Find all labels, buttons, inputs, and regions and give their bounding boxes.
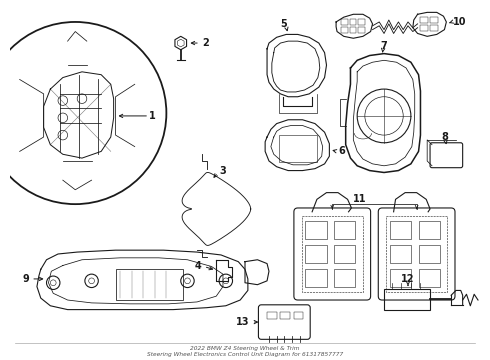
Bar: [334, 221, 355, 239]
Bar: [349, 27, 356, 32]
Text: 4: 4: [195, 261, 202, 271]
Bar: [430, 17, 438, 23]
Bar: [418, 246, 440, 263]
Text: 1: 1: [149, 111, 156, 121]
Bar: [334, 246, 355, 263]
Bar: [430, 25, 438, 31]
Text: 5: 5: [280, 19, 287, 29]
Bar: [358, 19, 365, 25]
Bar: [418, 269, 440, 287]
Bar: [390, 246, 411, 263]
Bar: [305, 246, 326, 263]
Bar: [341, 19, 347, 25]
Bar: [305, 221, 326, 239]
Bar: [267, 311, 277, 319]
Bar: [358, 27, 365, 32]
Bar: [301, 216, 363, 292]
Text: 9: 9: [23, 274, 29, 284]
Bar: [278, 135, 317, 162]
Text: 8: 8: [441, 132, 448, 142]
Bar: [390, 269, 411, 287]
Bar: [418, 221, 440, 239]
Text: 7: 7: [381, 41, 388, 51]
Bar: [305, 269, 326, 287]
Bar: [349, 19, 356, 25]
Bar: [341, 27, 347, 32]
Bar: [384, 288, 430, 310]
Bar: [386, 216, 447, 292]
Bar: [280, 311, 290, 319]
Bar: [334, 269, 355, 287]
Text: 10: 10: [453, 17, 466, 27]
Text: 11: 11: [353, 194, 367, 204]
Text: 2022 BMW Z4 Steering Wheel & Trim
Steering Wheel Electronics Control Unit Diagra: 2022 BMW Z4 Steering Wheel & Trim Steeri…: [147, 346, 343, 357]
Text: 3: 3: [219, 166, 226, 176]
Text: 13: 13: [236, 317, 250, 327]
Bar: [420, 25, 428, 31]
Text: 6: 6: [338, 147, 345, 156]
Text: 12: 12: [401, 274, 415, 284]
Bar: [294, 311, 303, 319]
Text: 2: 2: [202, 38, 209, 48]
Bar: [116, 269, 183, 300]
Bar: [420, 17, 428, 23]
Bar: [390, 221, 411, 239]
